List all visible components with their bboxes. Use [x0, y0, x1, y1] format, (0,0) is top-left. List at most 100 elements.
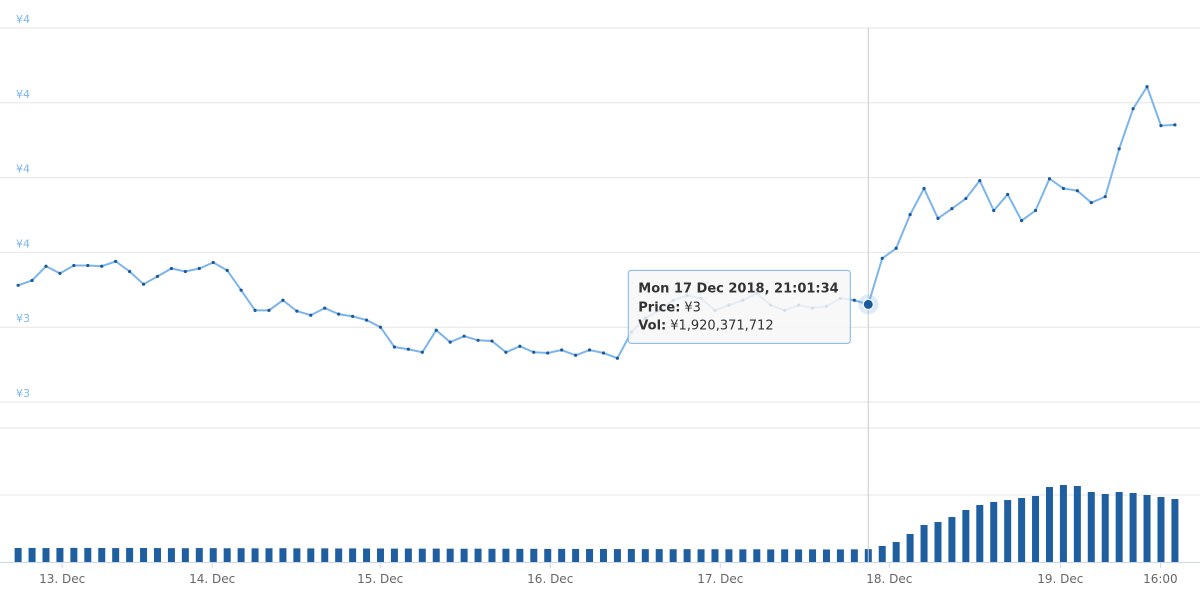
- volume-bar: [42, 548, 50, 562]
- tooltip-price: Price: ¥3: [638, 300, 701, 315]
- price-point: [1145, 85, 1149, 89]
- price-point: [1047, 177, 1052, 181]
- price-point: [30, 278, 34, 283]
- volume-bar: [363, 548, 371, 562]
- volume-bar: [265, 548, 273, 562]
- volume-bar: [516, 548, 524, 562]
- volume-bar: [544, 548, 552, 562]
- price-point: [169, 266, 174, 271]
- price-point: [225, 268, 229, 272]
- price-point: [197, 266, 201, 271]
- price-point: [1117, 147, 1121, 151]
- price-point: [518, 344, 522, 348]
- price-point: [1020, 219, 1024, 223]
- volume-bar: [836, 549, 844, 562]
- price-point: [1173, 123, 1177, 127]
- volume-bar: [1129, 492, 1137, 562]
- price-point: [114, 259, 118, 263]
- price-point: [72, 263, 76, 268]
- volume-bar: [1032, 496, 1040, 562]
- volume-bar: [753, 549, 761, 562]
- volume-bar: [767, 549, 775, 562]
- tooltip-price-value: ¥3: [684, 300, 701, 315]
- volume-bar: [14, 547, 22, 562]
- price-point: [1033, 208, 1038, 213]
- y-tick-label: ¥4: [16, 163, 30, 176]
- price-point: [1006, 192, 1010, 197]
- price-point: [894, 246, 898, 250]
- price-point: [100, 264, 104, 268]
- volume-bar: [781, 549, 789, 562]
- volume-bar: [822, 549, 830, 562]
- volume-bar: [655, 549, 663, 562]
- tooltip: Mon 17 Dec 2018, 21:01:34 Price: ¥3 Vol: ¥1,…: [627, 269, 851, 344]
- price-point: [155, 274, 160, 278]
- volume-bar: [669, 549, 677, 562]
- volume-bar: [1018, 498, 1026, 562]
- price-point: [1075, 189, 1079, 193]
- volume-bar: [795, 549, 803, 562]
- volume-bar: [446, 548, 454, 562]
- y-tick-label: ¥4: [16, 237, 30, 250]
- tooltip-vol-value: ¥1,920,371,712: [670, 318, 773, 333]
- price-point: [978, 178, 982, 183]
- tooltip-vol: Vol: ¥1,920,371,712: [638, 318, 773, 333]
- price-point: [448, 340, 452, 344]
- volume-bar: [98, 547, 106, 562]
- volume-bar: [1087, 491, 1095, 562]
- volume-bar: [892, 541, 900, 562]
- price-point: [309, 313, 313, 317]
- volume-bar: [335, 548, 343, 562]
- volume-bar: [934, 522, 942, 562]
- volume-bar: [223, 548, 231, 562]
- volume-bar: [293, 548, 301, 562]
- volume-bar: [558, 548, 566, 562]
- price-point: [936, 216, 940, 220]
- volume-bar: [711, 549, 719, 562]
- volume-bar: [586, 549, 594, 562]
- x-tick-label: 16. Dec: [527, 572, 573, 586]
- price-point: [44, 264, 48, 268]
- volume-bar: [1101, 493, 1109, 562]
- volume-bar: [307, 548, 315, 562]
- price-point: [86, 263, 90, 268]
- price-point: [1103, 195, 1107, 199]
- price-point: [323, 306, 327, 310]
- price-point: [351, 314, 355, 318]
- volume-bar: [725, 549, 733, 562]
- price-line: [17, 84, 1175, 360]
- volume-bar: [683, 549, 691, 562]
- x-tick-label: 14. Dec: [189, 572, 235, 586]
- volume-bar: [153, 548, 161, 562]
- volume-bar: [739, 549, 747, 562]
- volume-bar: [641, 549, 649, 562]
- volume-bar: [279, 548, 287, 562]
- volume-bar: [850, 549, 858, 562]
- price-point: [434, 328, 438, 332]
- volume-bar: [976, 504, 984, 562]
- volume-bar: [251, 548, 259, 562]
- x-tick-label: 18. Dec: [866, 572, 912, 586]
- price-point: [462, 334, 466, 338]
- volume-bar: [70, 547, 78, 562]
- volume-bar: [321, 548, 329, 562]
- volume-bar: [1073, 486, 1081, 562]
- price-point: [211, 260, 215, 265]
- volume-bar: [613, 549, 621, 562]
- volume-bar: [627, 549, 635, 562]
- volume-bar: [167, 548, 175, 562]
- volume-bar: [502, 548, 510, 562]
- y-tick-label: ¥4: [16, 88, 30, 101]
- volume-bar: [809, 549, 817, 562]
- y-tick-label: ¥3: [16, 387, 30, 400]
- price-point: [992, 208, 996, 213]
- volume-bar: [140, 547, 148, 562]
- volume-bar: [948, 516, 956, 562]
- price-point: [476, 338, 480, 342]
- price-point: [615, 356, 620, 360]
- price-point: [601, 351, 606, 355]
- price-point: [532, 350, 536, 354]
- price-point: [183, 269, 187, 274]
- volume-bar: [28, 547, 36, 562]
